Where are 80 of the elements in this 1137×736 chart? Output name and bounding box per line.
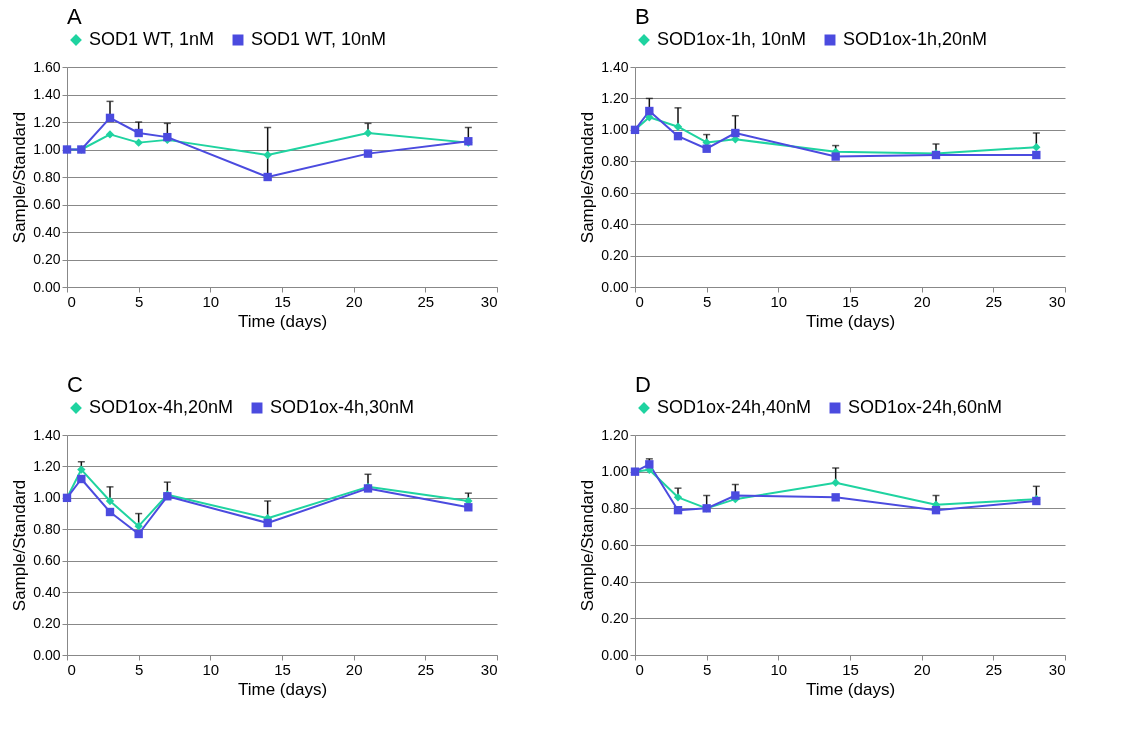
chart-title: C — [67, 372, 83, 397]
x-tick-label: 25 — [985, 292, 1003, 310]
x-tick-label: 20 — [345, 660, 363, 678]
y-tick-label: 1.00 — [601, 463, 629, 480]
x-tick-label: 0 — [67, 292, 76, 310]
legend-label: SOD1ox-4h,30nM — [270, 397, 415, 417]
x-tick-label: 0 — [635, 660, 644, 678]
y-tick-label: 1.20 — [601, 89, 629, 106]
y-tick-label: 0.80 — [33, 520, 61, 537]
y-axis-title: Sample/Standard — [578, 111, 598, 244]
y-axis-title: Sample/Standard — [10, 479, 30, 612]
y-tick-label: 1.60 — [33, 58, 61, 75]
y-tick-label: 0.20 — [33, 251, 61, 267]
y-tick-label: 1.00 — [33, 489, 61, 506]
chart-title: B — [635, 4, 650, 29]
legend-label: SOD1 WT, 10nM — [251, 29, 387, 49]
x-tick-label: 5 — [702, 292, 712, 310]
x-tick-label: 0 — [67, 660, 76, 678]
legend-label: SOD1ox-4h,20nM — [89, 397, 234, 417]
y-tick-label: 1.20 — [601, 426, 629, 443]
x-tick-label: 30 — [480, 660, 498, 678]
chart-title: D — [635, 372, 651, 397]
x-tick-label: 10 — [770, 660, 788, 678]
x-tick-label: 25 — [417, 660, 435, 678]
x-tick-label: 30 — [1048, 660, 1066, 678]
x-tick-label: 20 — [913, 292, 931, 310]
y-tick-label: 0.00 — [601, 646, 629, 663]
y-tick-label: 0.40 — [33, 583, 61, 600]
y-tick-label: 1.20 — [33, 457, 61, 474]
x-tick-label: 10 — [202, 660, 220, 678]
legend-label: SOD1ox-1h, 10nM — [657, 29, 807, 49]
y-tick-label: 0.40 — [601, 215, 629, 232]
x-tick-label: 5 — [134, 660, 144, 678]
y-tick-label: 0.40 — [601, 573, 629, 590]
y-tick-label: 0.80 — [33, 168, 61, 185]
legend-label: SOD1ox-24h,40nM — [657, 397, 812, 417]
x-tick-label: 30 — [1048, 292, 1066, 310]
y-tick-label: 1.20 — [33, 113, 61, 130]
legend-label: SOD1 WT, 1nM — [89, 29, 215, 49]
x-axis-title: Time (days) — [237, 311, 328, 331]
y-tick-label: 0.60 — [601, 536, 629, 553]
legend-label: SOD1ox-24h,60nM — [848, 397, 1003, 417]
y-axis-title: Sample/Standard — [10, 111, 30, 244]
y-tick-label: 1.00 — [601, 121, 629, 138]
x-tick-label: 15 — [274, 292, 291, 310]
y-tick-label: 0.40 — [33, 223, 61, 240]
y-tick-label: 0.20 — [601, 247, 629, 264]
legend-label: SOD1ox-1h,20nM — [843, 29, 988, 49]
x-tick-label: 30 — [480, 292, 498, 310]
y-tick-label: 0.60 — [601, 184, 629, 201]
x-axis-title: Time (days) — [805, 679, 896, 699]
x-tick-label: 15 — [842, 292, 859, 310]
x-tick-label: 20 — [345, 292, 363, 310]
x-axis-title: Time (days) — [805, 311, 896, 331]
y-tick-label: 0.80 — [601, 152, 629, 169]
y-tick-label: 0.20 — [601, 609, 629, 626]
x-tick-label: 15 — [274, 660, 291, 678]
x-tick-label: 5 — [702, 660, 712, 678]
x-tick-label: 5 — [134, 292, 144, 310]
y-tick-label: 0.00 — [33, 278, 61, 295]
y-tick-label: 0.00 — [601, 278, 629, 295]
x-tick-label: 0 — [635, 292, 644, 310]
y-tick-label: 0.60 — [33, 196, 61, 212]
y-tick-label: 0.20 — [33, 615, 61, 632]
y-tick-label: 1.40 — [601, 58, 629, 75]
x-axis-title: Time (days) — [237, 679, 328, 699]
y-axis-title: Sample/Standard — [578, 479, 598, 612]
x-tick-label: 10 — [770, 292, 788, 310]
x-tick-label: 10 — [202, 292, 220, 310]
y-tick-label: 0.80 — [601, 499, 629, 516]
y-tick-label: 1.40 — [33, 426, 61, 443]
x-tick-label: 25 — [417, 292, 435, 310]
y-tick-label: 1.40 — [33, 86, 61, 102]
x-tick-label: 15 — [842, 660, 859, 678]
y-tick-label: 1.00 — [33, 141, 61, 157]
y-tick-label: 0.60 — [33, 552, 61, 569]
x-tick-label: 20 — [913, 660, 931, 678]
y-tick-label: 0.00 — [33, 646, 61, 663]
x-tick-label: 25 — [985, 660, 1003, 678]
chart-title: A — [67, 4, 82, 29]
